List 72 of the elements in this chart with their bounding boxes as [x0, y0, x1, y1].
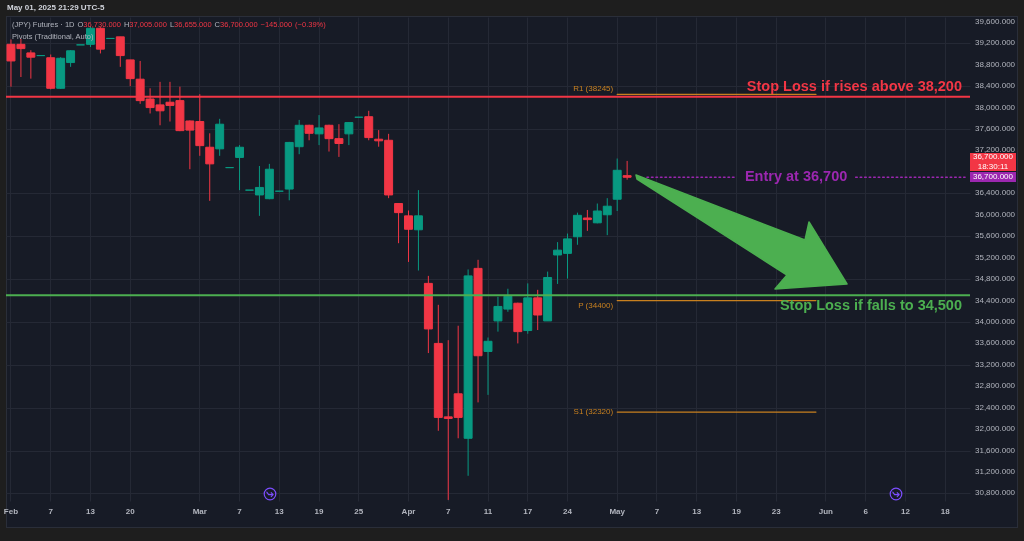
text: 18:30:11 — [976, 162, 1010, 172]
x-tick-label: 7 — [48, 506, 54, 516]
x-tick-label: 13 — [86, 506, 96, 516]
series-label: P (34400) — [578, 300, 614, 310]
y-tick-label: 34,000.000 — [975, 316, 1016, 326]
y-tick-label: 34,800.000 — [975, 274, 1016, 284]
text: 36,700.000 — [970, 172, 1016, 183]
text: May 01, 2025 21:29 UTC-5 — [7, 3, 105, 12]
text: 36,700.000 — [971, 152, 1013, 162]
y-tick-label: 36,000.000 — [975, 209, 1016, 219]
x-tick-label: 12 — [900, 506, 911, 516]
y-tick-label: 37,200.000 — [975, 145, 1016, 155]
candlestick — [582, 209, 592, 232]
ref-line-label: Stop Loss if falls to 34,500 — [779, 297, 962, 314]
y-tick-label: 33,600.000 — [975, 338, 1016, 348]
x-tick-label: 17 — [523, 506, 533, 516]
x-tick-label: 20 — [125, 506, 136, 516]
y-tick-label: 38,000.000 — [975, 102, 1016, 112]
x-tick-label: 19 — [314, 506, 325, 516]
x-tick-label: 11 — [483, 506, 493, 516]
y-tick-label: 39,200.000 — [975, 38, 1016, 48]
x-tick-label: 25 — [354, 506, 364, 516]
candlestick — [394, 202, 404, 244]
y-tick-label: 38,400.000 — [975, 81, 1016, 91]
candlestick — [344, 121, 354, 146]
y-tick-label: 32,800.000 — [975, 381, 1016, 391]
candlestick — [95, 26, 105, 54]
y-tick-label: 32,400.000 — [975, 402, 1016, 412]
x-tick-label: 23 — [771, 506, 782, 516]
y-tick-label: 39,600.000 — [975, 16, 1016, 26]
y-tick-label: 32,000.000 — [975, 424, 1016, 434]
ref-line-label: Stop Loss if rises above 38,200 — [746, 77, 962, 94]
y-tick-label: 30,800.000 — [975, 488, 1016, 498]
x-tick-label: 13 — [692, 506, 702, 516]
x-tick-label: 24 — [563, 506, 573, 516]
x-tick-label: May — [609, 506, 626, 516]
series-label: R1 (38245) — [573, 84, 614, 94]
y-tick-label: 37,600.000 — [975, 124, 1016, 134]
candlestick — [364, 110, 374, 141]
y-tick-label: 36,400.000 — [975, 188, 1016, 198]
x-tick-label: Jun — [818, 506, 834, 516]
series-label: Entry at 36,700 — [744, 168, 848, 185]
candlestick — [235, 144, 245, 191]
candlestick — [314, 114, 324, 146]
x-tick-label: 7 — [237, 506, 243, 516]
candlestick — [26, 49, 36, 80]
x-tick-label: 19 — [732, 506, 742, 516]
candlestick — [483, 337, 493, 396]
x-tick-label: 18 — [940, 506, 951, 516]
y-tick-label: 35,600.000 — [975, 231, 1016, 241]
candlestick — [115, 36, 125, 68]
y-tick-label: 35,200.000 — [975, 252, 1016, 262]
candlestick — [205, 132, 215, 202]
x-tick-label: Apr — [401, 506, 416, 516]
x-tick-label: 6 — [863, 506, 869, 516]
x-tick-label: Feb — [3, 506, 19, 516]
y-tick-label: 38,800.000 — [975, 59, 1016, 69]
candlestick — [125, 59, 135, 87]
x-tick-label: 7 — [654, 506, 660, 516]
y-tick-label: 33,200.000 — [975, 359, 1016, 369]
y-tick-label: 31,600.000 — [975, 445, 1016, 455]
y-tick-label: 34,400.000 — [975, 295, 1016, 305]
candlestick — [413, 189, 423, 272]
candlestick — [622, 160, 632, 181]
x-tick-label: Mar — [192, 506, 207, 516]
candlestick — [533, 289, 543, 331]
x-tick-label: 7 — [446, 506, 452, 516]
candlestick — [572, 212, 582, 246]
x-tick-label: 13 — [274, 506, 285, 516]
series-label: S1 (32320) — [573, 407, 614, 417]
candlestick — [404, 209, 413, 263]
y-tick-label: 31,200.000 — [975, 467, 1016, 477]
